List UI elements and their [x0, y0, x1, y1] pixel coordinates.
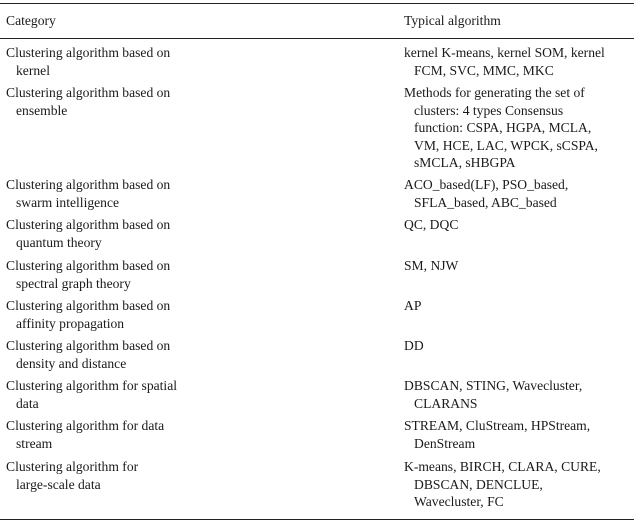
algorithm-cell: DD [404, 337, 632, 355]
algorithm-cell: DBSCAN, STING, Wavecluster, CLARANS [404, 377, 632, 412]
category-text: Clustering algorithm based on [6, 298, 171, 313]
category-text: kernel [16, 62, 50, 78]
algorithm-text: sMCLA, sHBGPA [414, 155, 516, 171]
category-cell: Clustering algorithm based on affinity p… [6, 297, 396, 332]
algorithm-text: Wavecluster, FC [414, 494, 504, 510]
category-cell: Clustering algorithm for large-scale dat… [6, 458, 396, 493]
algorithm-cell: Methods for generating the set of cluste… [404, 84, 632, 172]
header-algorithm: Typical algorithm [404, 13, 501, 28]
algorithm-cell: kernel K-means, kernel SOM, kernel FCM, … [404, 44, 632, 79]
algorithm-cell: SM, NJW [404, 257, 632, 275]
category-cell: Clustering algorithm based on quantum th… [6, 216, 396, 251]
algorithm-text: DBSCAN, STING, Wavecluster, [404, 378, 583, 393]
category-text: Clustering algorithm for data [6, 418, 165, 433]
algorithm-cell: ACO_based(LF), PSO_based, SFLA_based, AB… [404, 176, 632, 211]
header-category: Category [6, 13, 56, 28]
table-header-rule [0, 38, 634, 39]
algorithm-text: DD [404, 338, 424, 353]
algorithm-text: DenStream [414, 435, 476, 451]
category-cell: Clustering algorithm based on kernel [6, 44, 396, 79]
category-text: Clustering algorithm based on [6, 217, 171, 232]
table-top-rule [0, 3, 634, 5]
category-cell: Clustering algorithm based on ensemble [6, 84, 396, 119]
algorithm-cell: STREAM, CluStream, HPStream, DenStream [404, 417, 632, 452]
category-cell: Clustering algorithm based on density an… [6, 337, 396, 372]
algorithm-cell: K-means, BIRCH, CLARA, CURE, DBSCAN, DEN… [404, 458, 632, 511]
algorithm-text: K-means, BIRCH, CLARA, CURE, [404, 459, 601, 474]
algorithm-text: AP [404, 298, 422, 313]
category-cell: Clustering algorithm for data stream [6, 417, 396, 452]
category-text: stream [16, 435, 53, 451]
category-cell: Clustering algorithm based on swarm inte… [6, 176, 396, 211]
category-cell: Clustering algorithm based on spectral g… [6, 257, 396, 292]
category-text: ensemble [16, 102, 68, 118]
algorithm-text: QC, DQC [404, 217, 459, 232]
algorithm-cell: QC, DQC [404, 216, 632, 234]
algorithm-cell: AP [404, 297, 632, 315]
category-text: Clustering algorithm based on [6, 45, 171, 60]
algorithm-text: clusters: 4 types Consensus [414, 102, 564, 118]
algorithm-text: Methods for generating the set of [404, 85, 585, 100]
algorithm-text: SM, NJW [404, 258, 459, 273]
category-text: Clustering algorithm based on [6, 177, 171, 192]
category-text: density and distance [16, 355, 127, 371]
algorithm-text: FCM, SVC, MMC, MKC [414, 62, 554, 78]
category-text: swarm intelligence [16, 194, 120, 210]
category-text: quantum theory [16, 234, 102, 250]
algorithm-text: CLARANS [414, 395, 478, 411]
category-text: Clustering algorithm for [6, 459, 139, 474]
category-text: Clustering algorithm based on [6, 258, 171, 273]
algorithm-text: ACO_based(LF), PSO_based, [404, 177, 569, 192]
category-text: data [16, 395, 39, 411]
category-text: affinity propagation [16, 315, 125, 331]
algorithm-text: function: CSPA, HGPA, MCLA, [414, 120, 592, 136]
category-text: spectral graph theory [16, 275, 131, 291]
algorithm-text: DBSCAN, DENCLUE, [414, 476, 543, 492]
category-text: Clustering algorithm for spatial [6, 378, 178, 393]
algorithm-text: STREAM, CluStream, HPStream, [404, 418, 591, 433]
category-text: Clustering algorithm based on [6, 85, 171, 100]
category-text: Clustering algorithm based on [6, 338, 171, 353]
algorithm-text: VM, HCE, LAC, WPCK, sCSPA, [414, 137, 598, 153]
algorithm-text: SFLA_based, ABC_based [414, 194, 557, 210]
table-bottom-rule [0, 519, 634, 521]
category-cell: Clustering algorithm for spatial data [6, 377, 396, 412]
algorithm-text: kernel K-means, kernel SOM, kernel [404, 45, 605, 60]
category-text: large-scale data [16, 476, 101, 492]
